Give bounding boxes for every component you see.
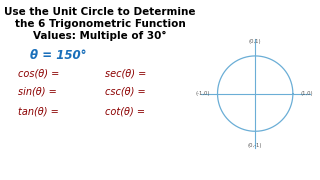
Text: cos(θ) =: cos(θ) = bbox=[18, 68, 59, 78]
Text: csc(θ) =: csc(θ) = bbox=[105, 87, 146, 97]
Text: sin(θ) =: sin(θ) = bbox=[18, 87, 57, 97]
Text: tan(θ) =: tan(θ) = bbox=[18, 106, 59, 116]
Text: (1,0): (1,0) bbox=[301, 91, 314, 96]
Text: (-1,0): (-1,0) bbox=[196, 91, 211, 96]
Text: (0,1): (0,1) bbox=[249, 39, 261, 44]
Text: θ = 150°: θ = 150° bbox=[30, 49, 86, 62]
Text: sec(θ) =: sec(θ) = bbox=[105, 68, 146, 78]
Text: (0,-1): (0,-1) bbox=[248, 143, 262, 148]
Text: Values: Multiple of 30°: Values: Multiple of 30° bbox=[33, 31, 167, 41]
Text: cot(θ) =: cot(θ) = bbox=[105, 106, 145, 116]
Text: the 6 Trigonometric Function: the 6 Trigonometric Function bbox=[15, 19, 185, 29]
Text: Use the Unit Circle to Determine: Use the Unit Circle to Determine bbox=[4, 7, 196, 17]
